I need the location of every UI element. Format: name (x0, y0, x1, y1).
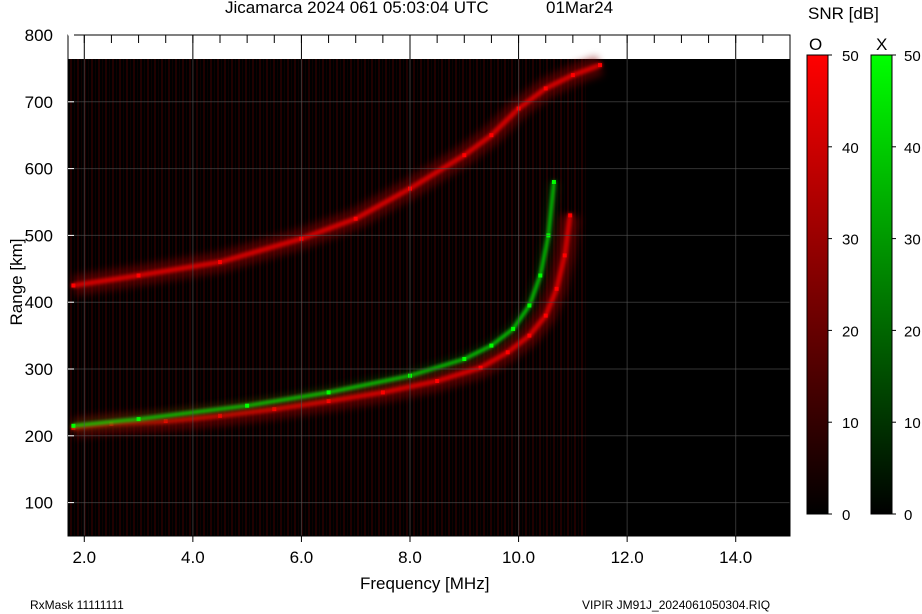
colorbar-o-tick-label: 20 (842, 323, 859, 340)
trace-point (71, 283, 76, 288)
trace-point (570, 73, 575, 78)
colorbar-title: SNR [dB] (808, 4, 879, 23)
trace-point (489, 343, 494, 348)
trace-point (245, 403, 250, 408)
trace-point (543, 86, 548, 91)
y-tick-label: 500 (25, 226, 53, 245)
colorbar-o-tick-label: 30 (842, 232, 859, 249)
x-tick-label: 4.0 (181, 548, 205, 567)
trace-point (272, 407, 277, 412)
colorbar-o-tick-label: 40 (842, 140, 859, 157)
filename-label: VIPIR JM91J_2024061050304.RIQ (582, 598, 771, 612)
trace-line-2 (70, 62, 603, 288)
colorbar-x-label: X (876, 35, 887, 54)
x-tick-label: 12.0 (611, 548, 644, 567)
traces-layer (70, 55, 604, 438)
colorbar-o (806, 54, 829, 515)
colorbar-x-tick-label: 0 (904, 507, 912, 524)
colorbar-x-tick-label: 40 (904, 140, 921, 157)
trace-point (353, 216, 358, 221)
trace-point (527, 333, 532, 338)
y-tick-label: 200 (25, 427, 53, 446)
colorbar-x (870, 54, 893, 515)
axis-ticks (68, 34, 764, 542)
colorbar-o-label: O (809, 35, 822, 54)
colorbar-x-tick-label: 30 (904, 232, 921, 249)
y-tick-label: 700 (25, 93, 53, 112)
colorbar-x-tick-label: 20 (904, 323, 921, 340)
x-tick-label: 2.0 (72, 548, 96, 567)
trace-point (71, 423, 76, 428)
colorbar-ticks: 50 50 40 40 30 30 20 20 10 10 0 0 (828, 48, 921, 524)
trace-point (505, 350, 510, 355)
x-tick-label: 14.0 (719, 548, 752, 567)
y-tick-label: 100 (25, 494, 53, 513)
chart-date: 01Mar24 (546, 0, 614, 17)
grid-layer (68, 59, 790, 536)
plot-frame (67, 34, 791, 537)
colorbar-x-tick-label: 50 (904, 48, 921, 65)
trace-point (326, 399, 331, 404)
trace-point (554, 286, 559, 291)
x-tick-label: 10.0 (502, 548, 535, 567)
x-tick-label: 6.0 (290, 548, 314, 567)
trace-point (538, 273, 543, 278)
trace-point (478, 365, 483, 370)
trace-point (218, 413, 222, 418)
trace-point (136, 417, 141, 422)
colorbar-o-tick-label: 50 (842, 48, 859, 65)
trace-point (136, 273, 141, 278)
y-tick-label: 800 (25, 26, 53, 45)
trace-point (568, 213, 573, 218)
colorbar-o-tick-label: 0 (842, 507, 850, 524)
trace-point (435, 379, 440, 383)
trace-point (598, 63, 602, 68)
colorbar-o-tick-label: 10 (842, 415, 859, 432)
chart-title: Jicamarca 2024 061 05:03:04 UTC (225, 0, 489, 17)
trace-point (163, 419, 168, 424)
rxmask-label: RxMask 11111111 (30, 598, 124, 612)
x-axis-label: Frequency [MHz] (360, 574, 490, 593)
x-tick-label: 8.0 (398, 548, 422, 567)
trace-point (462, 357, 467, 361)
y-tick-label: 600 (25, 160, 53, 179)
trace-line-1 (71, 180, 556, 428)
trace-point (380, 390, 385, 395)
trace-point (462, 153, 467, 158)
y-axis-label: Range [km] (7, 238, 26, 326)
trace-point (218, 260, 222, 265)
trace-point (326, 390, 331, 395)
colorbar-x-tick-label: 10 (904, 415, 921, 432)
trace-point (511, 326, 516, 331)
trace-point (489, 133, 494, 138)
y-tick-label: 400 (25, 293, 53, 312)
no-data-strip (68, 35, 790, 59)
trace-point (551, 180, 556, 184)
trace-point (527, 303, 532, 308)
y-tick-label: 300 (25, 360, 53, 379)
trace-point (543, 313, 548, 318)
trace-point (562, 253, 567, 258)
